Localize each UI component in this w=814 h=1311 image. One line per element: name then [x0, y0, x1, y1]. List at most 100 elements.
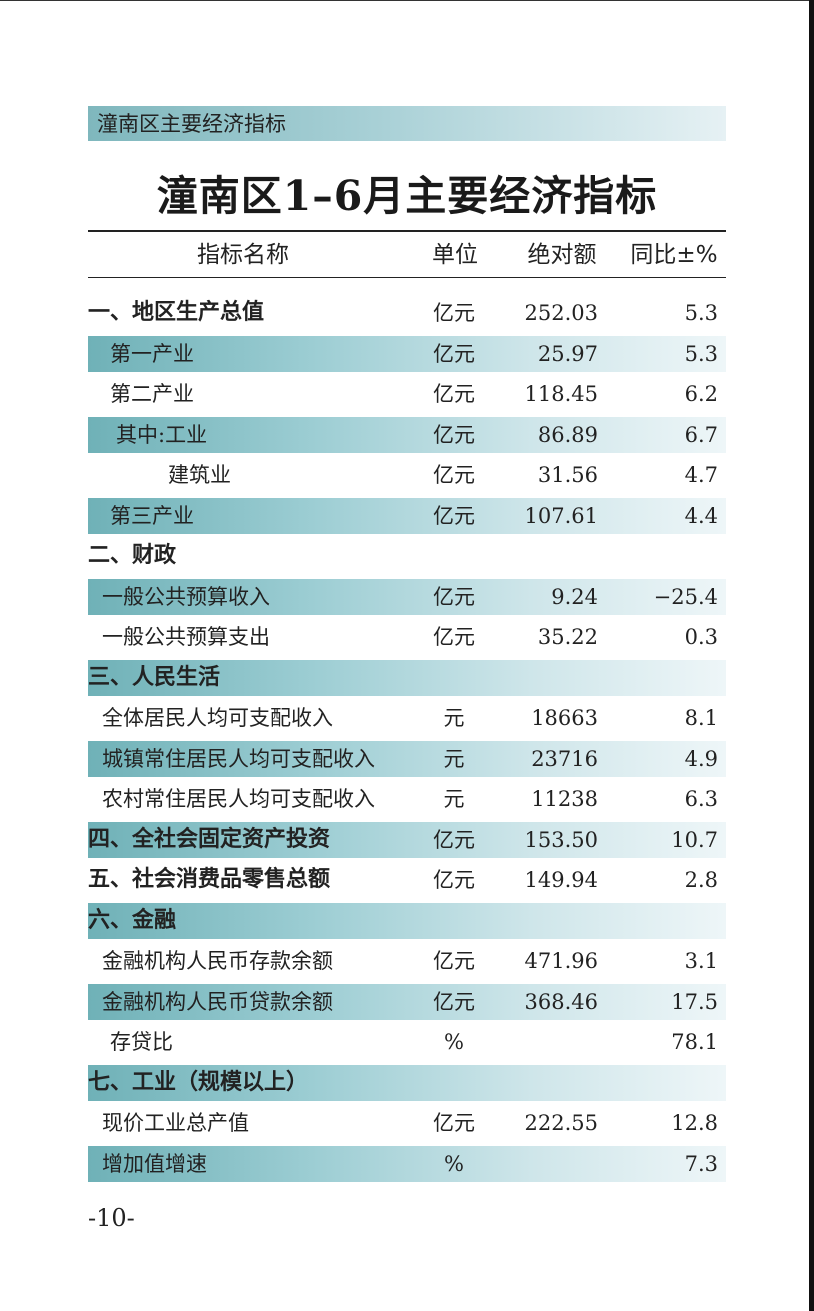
row-name: 金融机构人民币存款余额 — [102, 949, 333, 973]
row-unit: 亿元 — [433, 503, 475, 528]
row-name: 城镇常住居民人均可支配收入 — [102, 746, 375, 771]
row-name: 第二产业 — [110, 382, 194, 406]
row-unit: 亿元 — [433, 989, 475, 1014]
table-row: 一、地区生产总值 亿元 252.03 5.3 — [88, 295, 726, 331]
row-yoy: 12.8 — [671, 1111, 718, 1135]
row-absolute: 9.24 — [551, 584, 598, 609]
row-yoy: 6.2 — [684, 382, 718, 406]
row-absolute: 153.50 — [524, 827, 598, 852]
page-title: 潼南区1–6月主要经济指标 — [156, 172, 658, 220]
row-yoy: −25.4 — [653, 584, 718, 609]
row-name: 二、财政 — [88, 543, 177, 568]
column-header-absolute: 绝对额 — [527, 242, 597, 268]
row-yoy: 4.4 — [684, 503, 718, 528]
row-unit: 亿元 — [433, 1111, 475, 1135]
row-unit: 亿元 — [433, 584, 475, 609]
table-row: 金融机构人民币存款余额 亿元 471.96 3.1 — [88, 943, 726, 979]
row-unit: 亿元 — [433, 949, 475, 973]
row-yoy: 2.8 — [684, 868, 718, 892]
row-yoy: 3.1 — [684, 949, 718, 973]
row-absolute: 18663 — [531, 706, 598, 730]
row-yoy: 78.1 — [671, 1030, 718, 1054]
row-unit: 亿元 — [433, 868, 475, 892]
row-name: 金融机构人民币贷款余额 — [102, 989, 333, 1014]
row-yoy: 10.7 — [671, 827, 718, 852]
row-name: 六、金融 — [88, 907, 177, 933]
row-yoy: 7.3 — [684, 1151, 718, 1176]
row-absolute: 471.96 — [524, 949, 598, 973]
table-row: 三、人民生活 — [88, 659, 726, 696]
row-unit: % — [444, 1030, 464, 1054]
row-absolute: 35.22 — [537, 625, 598, 649]
row-absolute: 252.03 — [524, 301, 598, 325]
row-unit: 亿元 — [433, 301, 475, 325]
table-row: 建筑业 亿元 31.56 4.7 — [88, 457, 726, 493]
row-name: 现价工业总产值 — [102, 1111, 249, 1135]
row-name: 增加值增速 — [102, 1151, 207, 1176]
page-top-border — [0, 0, 814, 1]
section-header-label: 潼南区主要经济指标 — [97, 112, 286, 136]
table-row: 六、金融 — [88, 902, 726, 939]
table-row: 全体居民人均可支配收入 元 18663 8.1 — [88, 700, 726, 736]
row-absolute — [488, 1146, 598, 1182]
row-name: 全体居民人均可支配收入 — [102, 706, 333, 730]
row-yoy: 6.3 — [684, 787, 718, 811]
column-header-name: 指标名称 — [197, 242, 289, 268]
row-yoy: 5.3 — [684, 341, 718, 366]
row-name: 三、人民生活 — [88, 664, 221, 690]
table-row: 五、社会消费品零售总额 亿元 149.94 2.8 — [88, 862, 726, 898]
page-right-border — [809, 0, 814, 1311]
indicator-table: 一、地区生产总值 亿元 252.03 5.3 第一产业 亿元 25.97 5.3… — [88, 295, 726, 1186]
row-name: 七、工业（规模以上） — [88, 1069, 309, 1095]
row-name: 农村常住居民人均可支配收入 — [102, 787, 375, 811]
row-name: 其中:工业 — [116, 422, 208, 447]
row-unit: 亿元 — [433, 625, 475, 649]
row-unit: 亿元 — [433, 382, 475, 406]
row-name: 一般公共预算支出 — [102, 625, 270, 649]
row-unit: % — [444, 1151, 464, 1176]
row-absolute: 86.89 — [537, 422, 598, 447]
column-header-yoy: 同比±% — [630, 242, 718, 268]
table-row: 一般公共预算收入 亿元 9.24 −25.4 — [88, 578, 726, 615]
row-absolute: 368.46 — [524, 989, 598, 1014]
table-row: 其中:工业 亿元 86.89 6.7 — [88, 416, 726, 453]
table-row: 城镇常住居民人均可支配收入 元 23716 4.9 — [88, 740, 726, 777]
table-row: 农村常住居民人均可支配收入 元 11238 6.3 — [88, 781, 726, 817]
section-header-band — [88, 106, 726, 141]
row-yoy: 0.3 — [684, 625, 718, 649]
row-yoy: 4.7 — [684, 463, 718, 487]
table-row: 一般公共预算支出 亿元 35.22 0.3 — [88, 619, 726, 655]
row-yoy: 8.1 — [684, 706, 718, 730]
table-row: 存贷比 % 78.1 — [88, 1024, 726, 1060]
table-row: 第一产业 亿元 25.97 5.3 — [88, 335, 726, 372]
table-row: 金融机构人民币贷款余额 亿元 368.46 17.5 — [88, 983, 726, 1020]
row-absolute — [488, 1024, 598, 1060]
row-name: 第一产业 — [110, 341, 194, 366]
row-absolute: 149.94 — [524, 868, 598, 892]
column-header-unit: 单位 — [432, 242, 478, 268]
row-yoy: 4.9 — [684, 746, 718, 771]
row-unit: 元 — [443, 706, 465, 730]
row-name: 五、社会消费品零售总额 — [88, 867, 331, 892]
row-absolute: 25.97 — [537, 341, 598, 366]
row-absolute: 23716 — [531, 746, 598, 771]
row-name: 第三产业 — [110, 503, 194, 528]
row-absolute: 107.61 — [524, 503, 598, 528]
table-top-rule — [88, 230, 726, 232]
row-absolute: 222.55 — [524, 1111, 598, 1135]
row-absolute: 11238 — [531, 787, 598, 811]
table-row: 增加值增速 % 7.3 — [88, 1145, 726, 1182]
row-unit: 元 — [443, 787, 465, 811]
table-row: 现价工业总产值 亿元 222.55 12.8 — [88, 1105, 726, 1141]
table-row: 七、工业（规模以上） — [88, 1064, 726, 1101]
row-name: 建筑业 — [168, 463, 231, 487]
row-unit: 元 — [443, 746, 465, 771]
table-row: 第二产业 亿元 118.45 6.2 — [88, 376, 726, 412]
row-unit: 亿元 — [433, 341, 475, 366]
row-absolute: 118.45 — [524, 382, 598, 406]
row-name: 存贷比 — [110, 1030, 173, 1054]
table-row: 二、财政 — [88, 538, 726, 574]
row-name: 一、地区生产总值 — [88, 300, 265, 325]
table-row: 四、全社会固定资产投资 亿元 153.50 10.7 — [88, 821, 726, 858]
row-name: 一般公共预算收入 — [102, 584, 270, 609]
